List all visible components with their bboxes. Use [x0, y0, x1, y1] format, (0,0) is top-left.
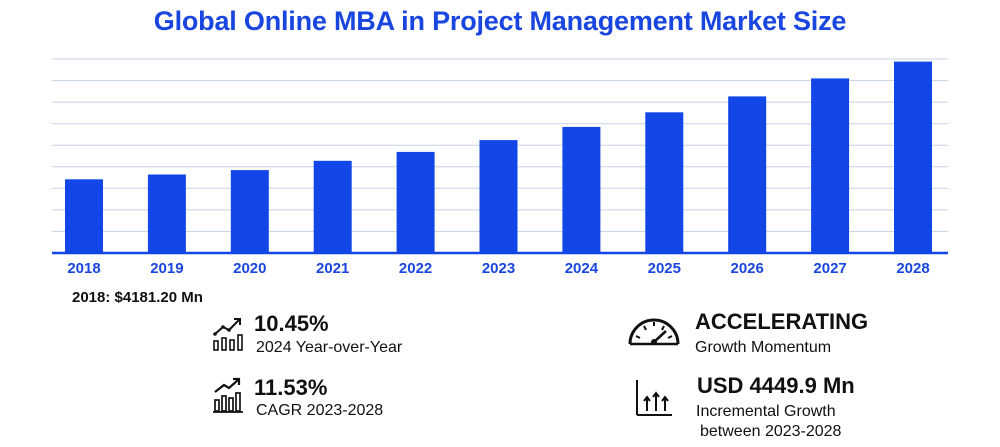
yoy-label: 2024 Year-over-Year: [256, 339, 403, 356]
bar-2025: [645, 112, 684, 253]
x-tick-label: 2021: [316, 260, 349, 277]
speedometer-icon: [628, 318, 680, 346]
bar-2027: [811, 78, 850, 254]
momentum-value: ACCELERATING: [695, 309, 869, 334]
yoy-value: 10.45%: [254, 311, 329, 336]
incremental-value: USD 4449.9 Mn: [697, 373, 855, 398]
x-tick-label: 2018: [67, 260, 100, 277]
x-tick-label: 2025: [648, 260, 681, 277]
bar-2024: [562, 126, 601, 253]
incremental-label-line1: Incremental Growth: [696, 403, 836, 420]
x-tick-label: 2028: [896, 260, 929, 277]
base-year-note: 2018: $4181.20 Mn: [72, 289, 203, 306]
x-tick-label: 2022: [399, 260, 432, 277]
bar-2020: [230, 170, 269, 253]
bar-2021: [313, 160, 352, 253]
x-tick-label: 2027: [813, 260, 846, 277]
x-tick-label: 2023: [482, 260, 515, 277]
up-arrows-chart-icon: [636, 380, 672, 416]
x-tick-label: 2024: [565, 260, 599, 277]
cagr-value: 11.53%: [254, 375, 328, 400]
cagr-label: CAGR 2023-2028: [256, 402, 384, 419]
bar-2018: [65, 179, 103, 253]
bar-2026: [728, 96, 767, 254]
momentum-label: Growth Momentum: [695, 339, 832, 356]
bar-2023: [479, 140, 518, 253]
growth-chart-icon: [213, 318, 243, 351]
rising-bars-icon: [213, 377, 243, 413]
x-tick-label: 2020: [233, 260, 266, 277]
x-tick-label: 2019: [150, 260, 183, 277]
bar-2022: [396, 151, 435, 253]
incremental-label-line2: between 2023-2028: [700, 423, 842, 440]
chart-title: Global Online MBA in Project Management …: [153, 6, 847, 36]
bar-2019: [147, 174, 186, 253]
bar-2028: [894, 61, 932, 253]
x-tick-label: 2026: [731, 260, 764, 277]
